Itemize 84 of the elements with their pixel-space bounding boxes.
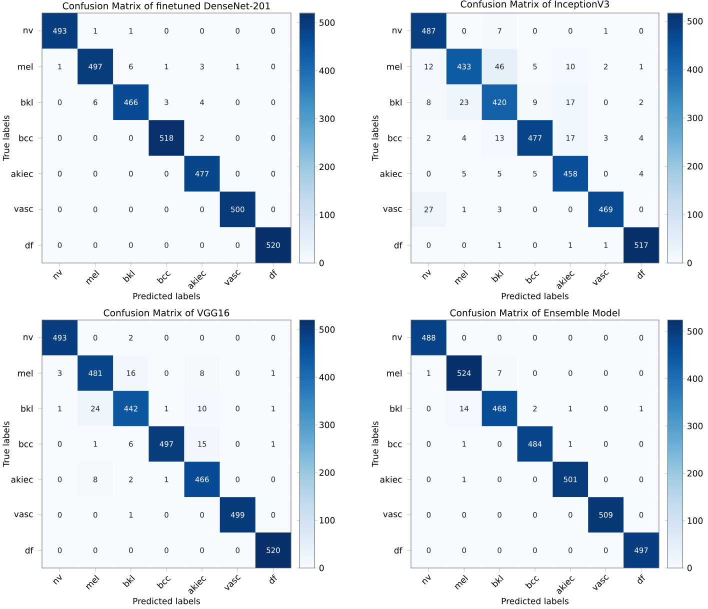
y-tick-label: nv bbox=[24, 335, 34, 340]
color-bar-label: 400 bbox=[687, 66, 703, 73]
y-tick-label: vasc bbox=[14, 512, 33, 518]
x-tick-label: df bbox=[270, 574, 277, 584]
x-tick-label: bkl bbox=[491, 270, 504, 282]
y-tick-label: akiec bbox=[11, 476, 33, 483]
y-tick-label: bkl bbox=[390, 98, 402, 106]
x-tick-label: mel bbox=[454, 270, 468, 285]
y-tick-label: mel bbox=[18, 63, 32, 70]
y-tick-label: bcc bbox=[388, 440, 402, 448]
x-tick-label: bcc bbox=[525, 576, 540, 589]
y-axis-title: True labels bbox=[372, 421, 378, 467]
x-tick-label: mel bbox=[86, 270, 100, 285]
color-bar-label: 500 bbox=[320, 326, 335, 333]
y-axis-title: True labels bbox=[2, 421, 10, 467]
color-bar-label: 200 bbox=[320, 469, 335, 476]
color-bar-label: 400 bbox=[319, 374, 335, 380]
x-axis-title: Predicted labels bbox=[133, 292, 200, 300]
y-tick-label: akiec bbox=[380, 170, 402, 178]
chart-title: Confusion Matrix of InceptionV3 bbox=[460, 0, 609, 10]
x-tick-label: bkl bbox=[122, 270, 135, 282]
color-bar-label: 300 bbox=[320, 422, 335, 428]
x-axis-title: Predicted labels bbox=[502, 292, 569, 300]
x-tick-label: bkl bbox=[122, 574, 135, 588]
color-bar-label: 500 bbox=[320, 19, 335, 26]
x-tick-label: bcc bbox=[525, 271, 540, 284]
x-tick-label: bkl bbox=[491, 574, 504, 588]
color-bar-label: 200 bbox=[320, 164, 335, 170]
y-tick-label: nv bbox=[392, 335, 402, 340]
y-tick-label: akiec bbox=[11, 170, 33, 178]
x-tick-label: bcc bbox=[156, 576, 171, 589]
y-tick-label: vasc bbox=[383, 512, 402, 518]
y-tick-label: df bbox=[25, 546, 34, 554]
y-axis-title: True labels bbox=[372, 115, 378, 161]
x-axis-title: Predicted labels bbox=[133, 598, 200, 604]
x-tick-label: df bbox=[638, 269, 645, 279]
color-bar-label: 0 bbox=[319, 564, 324, 572]
color-bar-label: 300 bbox=[688, 114, 703, 122]
color-bar-label: 300 bbox=[320, 116, 335, 122]
color-bar-label: 0 bbox=[687, 564, 692, 572]
color-bar-label: 0 bbox=[319, 260, 324, 266]
color-bar-label: 200 bbox=[688, 470, 703, 477]
color-bar-label: 500 bbox=[688, 18, 703, 24]
y-tick-label: vasc bbox=[383, 206, 402, 212]
color-bar-label: 300 bbox=[688, 422, 703, 430]
color-bar-label: 400 bbox=[319, 67, 335, 74]
color-bar-label: 100 bbox=[688, 517, 703, 524]
y-tick-label: nv bbox=[24, 28, 34, 34]
y-tick-label: bkl bbox=[21, 98, 32, 106]
x-tick-label: mel bbox=[454, 574, 468, 590]
y-tick-label: bcc bbox=[19, 134, 33, 142]
y-tick-label: df bbox=[394, 546, 402, 554]
color-bar-label: 100 bbox=[320, 212, 335, 218]
x-tick-label: mel bbox=[86, 574, 100, 590]
y-tick-label: bkl bbox=[21, 405, 32, 412]
x-tick-label: df bbox=[270, 269, 277, 279]
x-tick-label: df bbox=[638, 574, 645, 584]
color-bar-label: 200 bbox=[688, 163, 703, 170]
chart-title: Confusion Matrix of VGG16 bbox=[104, 309, 230, 316]
x-tick-label: bcc bbox=[156, 271, 171, 284]
chart-title: Confusion Matrix of Ensemble Model bbox=[450, 309, 620, 316]
color-bar-label: 400 bbox=[687, 375, 703, 382]
y-tick-label: df bbox=[25, 242, 34, 248]
color-bar-label: 100 bbox=[688, 211, 703, 218]
y-tick-label: mel bbox=[18, 370, 32, 376]
y-axis-title: True labels bbox=[2, 115, 10, 161]
chart-title: Confusion Matrix of finetuned DenseNet-201 bbox=[62, 2, 270, 10]
x-axis-title: Predicted labels bbox=[502, 598, 569, 604]
x-tick-label: nv bbox=[422, 270, 431, 280]
y-tick-label: vasc bbox=[14, 206, 33, 212]
y-tick-label: mel bbox=[387, 370, 402, 376]
color-bar-label: 100 bbox=[320, 517, 335, 524]
x-tick-label: nv bbox=[53, 270, 62, 280]
x-tick-label: nv bbox=[53, 574, 62, 584]
x-tick-label: nv bbox=[422, 574, 431, 584]
y-tick-label: mel bbox=[387, 63, 402, 70]
color-bar-label: 500 bbox=[688, 328, 703, 335]
y-tick-label: bcc bbox=[388, 134, 402, 142]
y-tick-label: nv bbox=[392, 28, 402, 34]
y-tick-label: bkl bbox=[390, 405, 402, 412]
y-tick-label: akiec bbox=[380, 476, 402, 483]
y-tick-label: df bbox=[394, 242, 402, 248]
color-bar-label: 0 bbox=[687, 260, 692, 266]
y-tick-label: bcc bbox=[19, 440, 33, 448]
